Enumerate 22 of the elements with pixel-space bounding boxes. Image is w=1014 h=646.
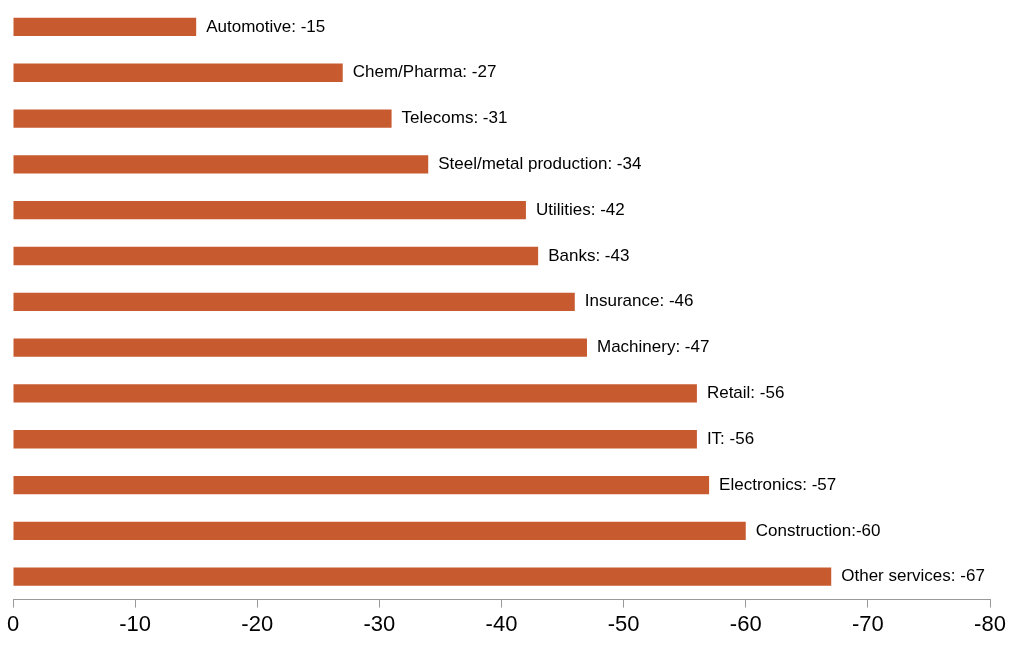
data-label: Electronics: -57 xyxy=(719,474,837,494)
data-label: Banks: -43 xyxy=(548,245,630,265)
data-label: Chem/Pharma: -27 xyxy=(352,62,497,82)
x-tick-label: -40 xyxy=(485,610,518,636)
data-label: Other services: -67 xyxy=(841,566,985,586)
data-label: Insurance: -46 xyxy=(584,291,694,311)
data-label: Retail: -56 xyxy=(706,383,785,403)
x-tick-label: -70 xyxy=(851,610,884,636)
x-tick-label: -10 xyxy=(119,610,152,636)
x-tick-label: -30 xyxy=(363,610,396,636)
data-label: IT: -56 xyxy=(706,428,755,448)
data-label: Automotive: -15 xyxy=(206,16,326,36)
x-tick-label: 0 xyxy=(6,610,20,636)
x-tick-label: -20 xyxy=(241,610,274,636)
data-label: Steel/metal production: -34 xyxy=(438,154,642,174)
x-tick-label: -80 xyxy=(974,610,1006,636)
data-label: Telecoms: -31 xyxy=(401,108,508,128)
data-label: Construction:-60 xyxy=(755,520,881,540)
x-tick-label: -60 xyxy=(729,610,762,636)
data-label: Machinery: -47 xyxy=(596,337,710,357)
x-tick-label: -50 xyxy=(607,610,640,636)
data-label: Utilities: -42 xyxy=(535,199,625,219)
